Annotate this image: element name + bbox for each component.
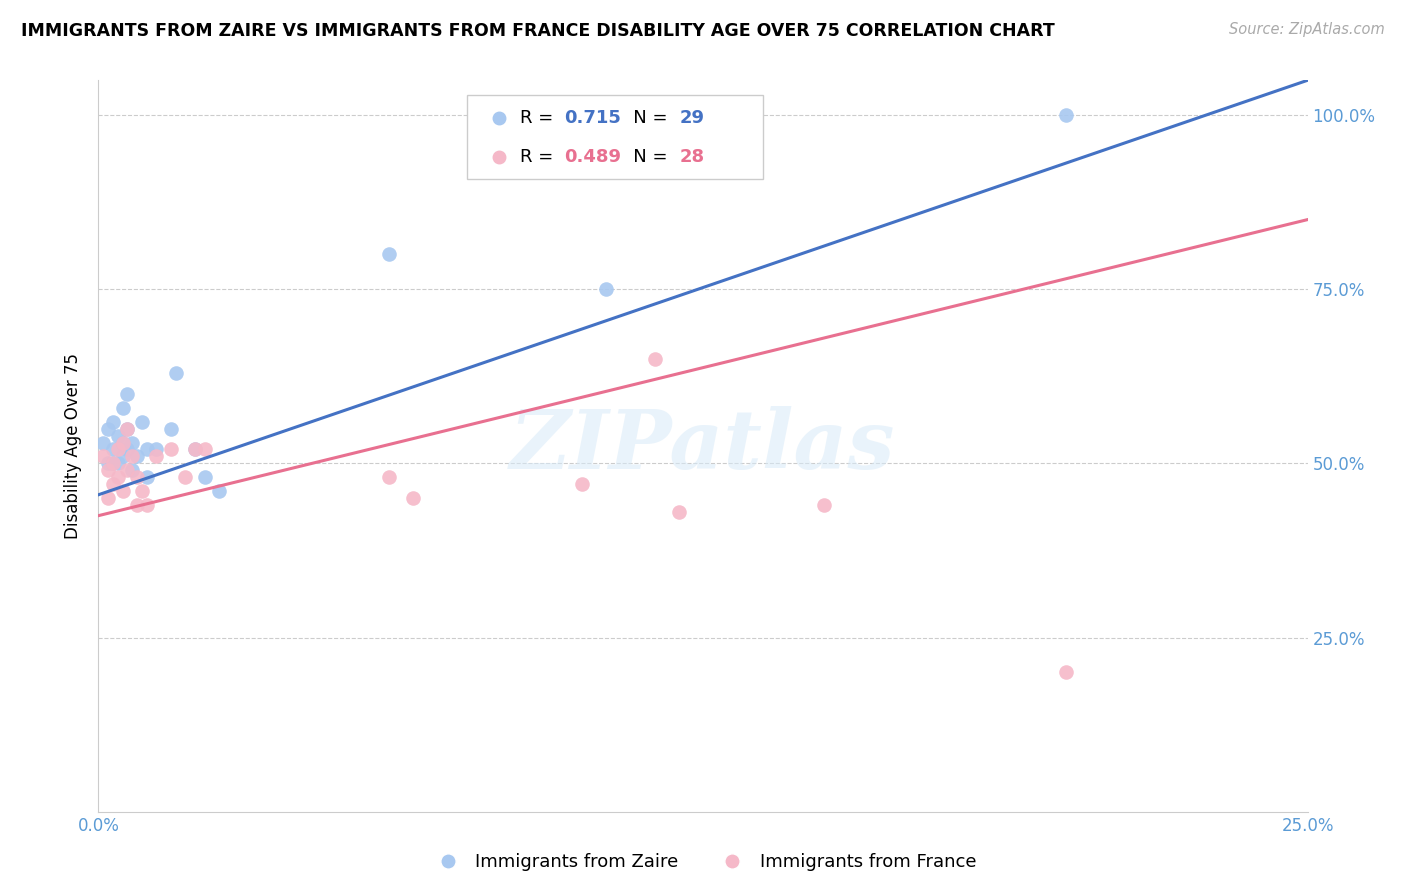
Point <box>131 484 153 499</box>
Point <box>145 442 167 457</box>
FancyBboxPatch shape <box>467 95 763 179</box>
Point <box>97 421 120 435</box>
Text: R =: R = <box>520 148 560 166</box>
Point <box>91 450 114 464</box>
Point <box>644 351 666 366</box>
Text: N =: N = <box>616 148 673 166</box>
Point <box>127 470 149 484</box>
Point <box>107 470 129 484</box>
Point <box>101 415 124 429</box>
Point <box>107 428 129 442</box>
Point <box>165 366 187 380</box>
Point <box>117 442 139 457</box>
Point <box>111 435 134 450</box>
Point <box>101 442 124 457</box>
Point <box>194 442 217 457</box>
Point <box>135 442 157 457</box>
Point <box>117 421 139 435</box>
Point <box>194 470 217 484</box>
Point <box>1054 665 1077 680</box>
Text: 29: 29 <box>681 110 704 128</box>
Point <box>377 470 399 484</box>
Point <box>121 435 143 450</box>
Point <box>160 442 183 457</box>
Point <box>101 457 124 471</box>
Point <box>571 477 593 491</box>
Point <box>97 491 120 506</box>
Text: 0.489: 0.489 <box>564 148 621 166</box>
Y-axis label: Disability Age Over 75: Disability Age Over 75 <box>65 353 83 539</box>
Point <box>111 435 134 450</box>
Point <box>184 442 207 457</box>
Point <box>101 457 124 471</box>
Point <box>1054 108 1077 122</box>
Text: R =: R = <box>520 110 560 128</box>
Point <box>127 498 149 512</box>
Point <box>107 442 129 457</box>
Point <box>813 498 835 512</box>
Point <box>107 457 129 471</box>
Point <box>402 491 425 506</box>
Legend: Immigrants from Zaire, Immigrants from France: Immigrants from Zaire, Immigrants from F… <box>423 847 983 879</box>
Point <box>145 450 167 464</box>
Point <box>174 470 197 484</box>
Text: N =: N = <box>616 110 673 128</box>
Point <box>121 463 143 477</box>
Point <box>111 484 134 499</box>
Point <box>117 421 139 435</box>
Point <box>121 450 143 464</box>
Text: ZIPatlas: ZIPatlas <box>510 406 896 486</box>
Point <box>91 435 114 450</box>
Point <box>97 463 120 477</box>
Text: 0.715: 0.715 <box>564 110 621 128</box>
Point <box>117 463 139 477</box>
Point <box>595 282 617 296</box>
Point <box>131 415 153 429</box>
Text: IMMIGRANTS FROM ZAIRE VS IMMIGRANTS FROM FRANCE DISABILITY AGE OVER 75 CORRELATI: IMMIGRANTS FROM ZAIRE VS IMMIGRANTS FROM… <box>21 22 1054 40</box>
Point <box>160 421 183 435</box>
Point <box>127 450 149 464</box>
Point <box>101 477 124 491</box>
Point <box>97 457 120 471</box>
Point <box>111 450 134 464</box>
Text: 28: 28 <box>681 148 706 166</box>
Point <box>377 247 399 261</box>
Point <box>135 498 157 512</box>
Point <box>111 401 134 415</box>
Point <box>208 484 231 499</box>
Point <box>184 442 207 457</box>
Point <box>117 386 139 401</box>
Text: Source: ZipAtlas.com: Source: ZipAtlas.com <box>1229 22 1385 37</box>
Point <box>668 505 690 519</box>
Point <box>135 470 157 484</box>
